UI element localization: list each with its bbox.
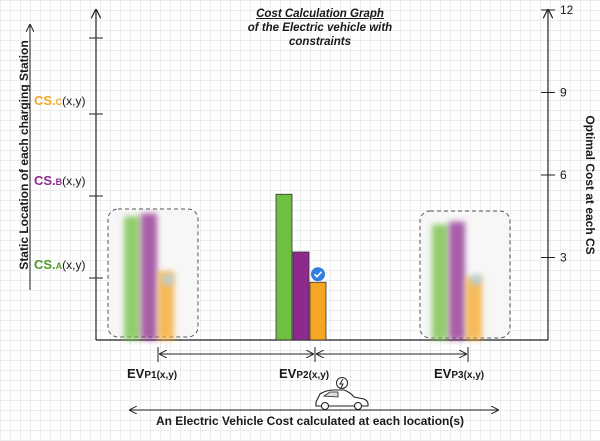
electric-car-icon bbox=[315, 377, 369, 411]
bar-3-3 bbox=[466, 276, 482, 340]
cs-label-a: CS.A(x,y) bbox=[34, 257, 86, 272]
right-axis-tick-label: 3 bbox=[560, 251, 567, 265]
bar-2-1 bbox=[275, 193, 293, 341]
ev-p2-label: EVP2(x,y) bbox=[279, 366, 330, 381]
right-axis-tick-label: 6 bbox=[560, 168, 567, 182]
bar-1-1 bbox=[124, 216, 140, 340]
bar-1-2 bbox=[141, 213, 157, 340]
bar-2-2 bbox=[292, 251, 310, 341]
bar-2-3 bbox=[309, 281, 327, 341]
right-axis-tick-label: 9 bbox=[560, 86, 567, 100]
cs-label-c: CS.C(x,y) bbox=[34, 93, 86, 108]
blurred-check-badge bbox=[162, 273, 174, 286]
bar-1-3 bbox=[158, 271, 174, 340]
cs-label-b: CS.B(x,y) bbox=[34, 173, 86, 188]
title-line-3: constraints bbox=[289, 36, 351, 48]
bar-3-2 bbox=[449, 221, 465, 340]
blurred-check-badge bbox=[470, 273, 482, 286]
ev-p3-label: EVP3(x,y) bbox=[434, 366, 485, 381]
chart-title: Cost Calculation Graph of the Electric v… bbox=[175, 7, 465, 49]
title-line-2: of the Electric vehicle with bbox=[247, 22, 393, 34]
right-axis-tick-label: 12 bbox=[560, 3, 574, 17]
check-mark-icon bbox=[313, 271, 323, 278]
bar-3-1 bbox=[432, 224, 448, 340]
x-axis-label: An Electric Vehicle Cost calculated at e… bbox=[155, 414, 465, 428]
check-badge-icon bbox=[311, 267, 325, 282]
title-line-1: Cost Calculation Graph bbox=[256, 8, 384, 20]
ev-p1-label: EVP1(x,y) bbox=[127, 366, 178, 381]
